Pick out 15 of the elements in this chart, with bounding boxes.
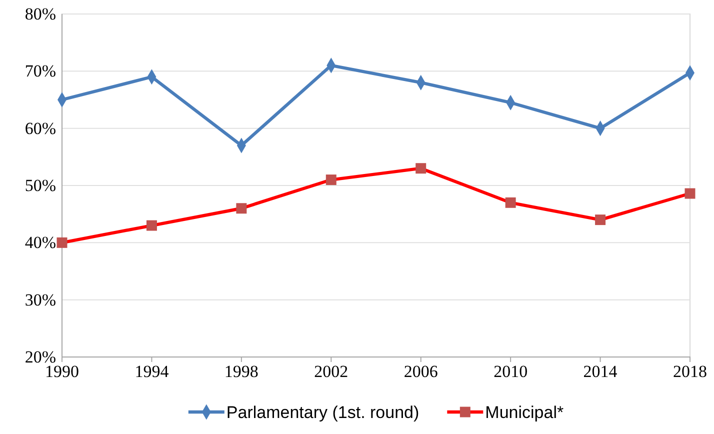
y-tick-label: 80%	[24, 4, 56, 24]
x-tick-label: 2006	[404, 362, 438, 382]
x-tick-label: 2014	[583, 362, 618, 382]
legend-label: Municipal*	[485, 402, 564, 422]
x-tick-label: 2010	[494, 362, 528, 382]
x-tick-label: 2002	[314, 362, 348, 382]
legend-label: Parlamentary (1st. round)	[226, 402, 420, 422]
y-tick-label: 60%	[24, 118, 56, 138]
y-tick-label: 30%	[24, 290, 56, 310]
x-tick-label: 1994	[134, 362, 170, 382]
x-tick-label: 2018	[673, 362, 707, 382]
x-tick-label: 1998	[224, 362, 258, 382]
y-tick-label: 50%	[24, 176, 56, 195]
y-tick-label: 40%	[24, 233, 56, 252]
y-tick-label: 70%	[24, 62, 56, 81]
